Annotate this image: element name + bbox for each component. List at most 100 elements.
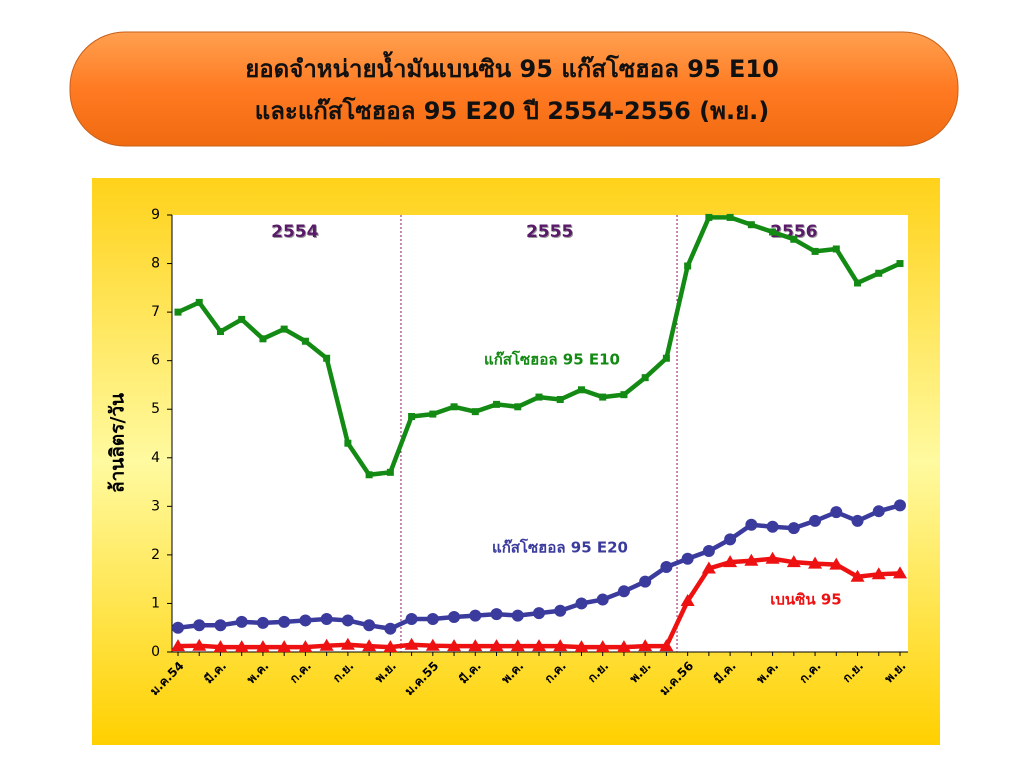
- point: [408, 413, 416, 421]
- point: [216, 328, 224, 336]
- point: [235, 615, 248, 628]
- point: [832, 245, 840, 253]
- point: [766, 520, 779, 533]
- point: [595, 640, 610, 653]
- point: [192, 638, 207, 651]
- point: [405, 612, 418, 625]
- point: [638, 639, 653, 652]
- point: [850, 569, 865, 582]
- point: [786, 555, 801, 568]
- point: [639, 575, 652, 588]
- point: [875, 269, 883, 277]
- point: [769, 228, 777, 236]
- point: [641, 374, 649, 382]
- point: [701, 561, 716, 574]
- point: [599, 393, 607, 401]
- year-label: 2554: [272, 223, 319, 243]
- point: [662, 354, 670, 362]
- y-tick-label: 6: [151, 353, 160, 369]
- point: [514, 403, 522, 411]
- y-tick-label: 3: [151, 498, 160, 514]
- year-label: 2554: [271, 222, 318, 242]
- point: [616, 640, 631, 653]
- year-label: 2555: [526, 222, 573, 242]
- point: [811, 247, 819, 255]
- y-tick-label: 2: [151, 547, 160, 563]
- point: [574, 640, 589, 653]
- point: [493, 400, 501, 408]
- y-tick-label: 8: [151, 256, 160, 272]
- point: [193, 619, 206, 632]
- point: [384, 622, 397, 635]
- point: [790, 235, 798, 243]
- point: [174, 308, 182, 316]
- point: [896, 260, 904, 268]
- point: [344, 439, 352, 447]
- point: [894, 499, 906, 512]
- point: [556, 396, 564, 404]
- point: [854, 279, 862, 287]
- point: [429, 410, 437, 418]
- point: [259, 335, 267, 343]
- y-tick-label: 7: [151, 304, 160, 320]
- point: [319, 638, 334, 651]
- point: [469, 609, 482, 622]
- point: [871, 567, 886, 580]
- point: [214, 619, 227, 632]
- point: [362, 639, 377, 652]
- point: [553, 639, 568, 652]
- point: [171, 639, 185, 652]
- point: [510, 639, 525, 652]
- year-label: 2555: [527, 223, 574, 243]
- chart-subtitle: และแก๊สโซฮอล 95 E20 ปี 2554-2556 (พ.ย.): [255, 96, 769, 125]
- point: [234, 640, 249, 653]
- y-tick-label: 1: [151, 595, 160, 611]
- point: [195, 298, 203, 306]
- point: [448, 611, 461, 624]
- point: [447, 639, 462, 652]
- point: [851, 514, 864, 527]
- point: [809, 514, 822, 527]
- point: [255, 640, 270, 653]
- point: [238, 315, 246, 323]
- point: [705, 213, 713, 221]
- year-label: 2556: [771, 223, 818, 243]
- point: [808, 556, 823, 569]
- point: [363, 619, 376, 632]
- point: [386, 468, 394, 476]
- y-axis-label: ล้านลิตร/วัน: [107, 393, 129, 493]
- point: [787, 522, 800, 535]
- point: [489, 639, 504, 652]
- chart-title: ยอดจำหน่ายน้ำมันเบนซิน 95 แก๊สโซฮอล 95 E…: [245, 50, 779, 83]
- series-label: เบนซิน 95: [770, 591, 841, 609]
- plot-area: [172, 215, 908, 652]
- point: [172, 621, 184, 634]
- point: [596, 593, 609, 606]
- point: [829, 557, 844, 570]
- point: [577, 386, 585, 394]
- y-tick-label: 5: [151, 401, 160, 417]
- point: [893, 566, 907, 579]
- point: [490, 608, 503, 621]
- point: [278, 615, 291, 628]
- point: [532, 639, 546, 652]
- point: [765, 551, 780, 564]
- point: [745, 518, 758, 531]
- title-box: [69, 31, 959, 147]
- point: [365, 471, 373, 479]
- point: [425, 638, 440, 651]
- point: [681, 552, 694, 565]
- point: [554, 604, 567, 617]
- point: [684, 262, 692, 270]
- point: [702, 545, 715, 558]
- y-tick-label: 4: [151, 450, 160, 466]
- point: [280, 325, 288, 333]
- point: [872, 505, 885, 518]
- point: [511, 609, 524, 622]
- y-tick-label: 0: [151, 644, 160, 660]
- point: [660, 561, 673, 574]
- point: [213, 640, 228, 653]
- point: [320, 612, 333, 625]
- series-label: แก๊สโซฮอล 95 E10: [484, 350, 620, 369]
